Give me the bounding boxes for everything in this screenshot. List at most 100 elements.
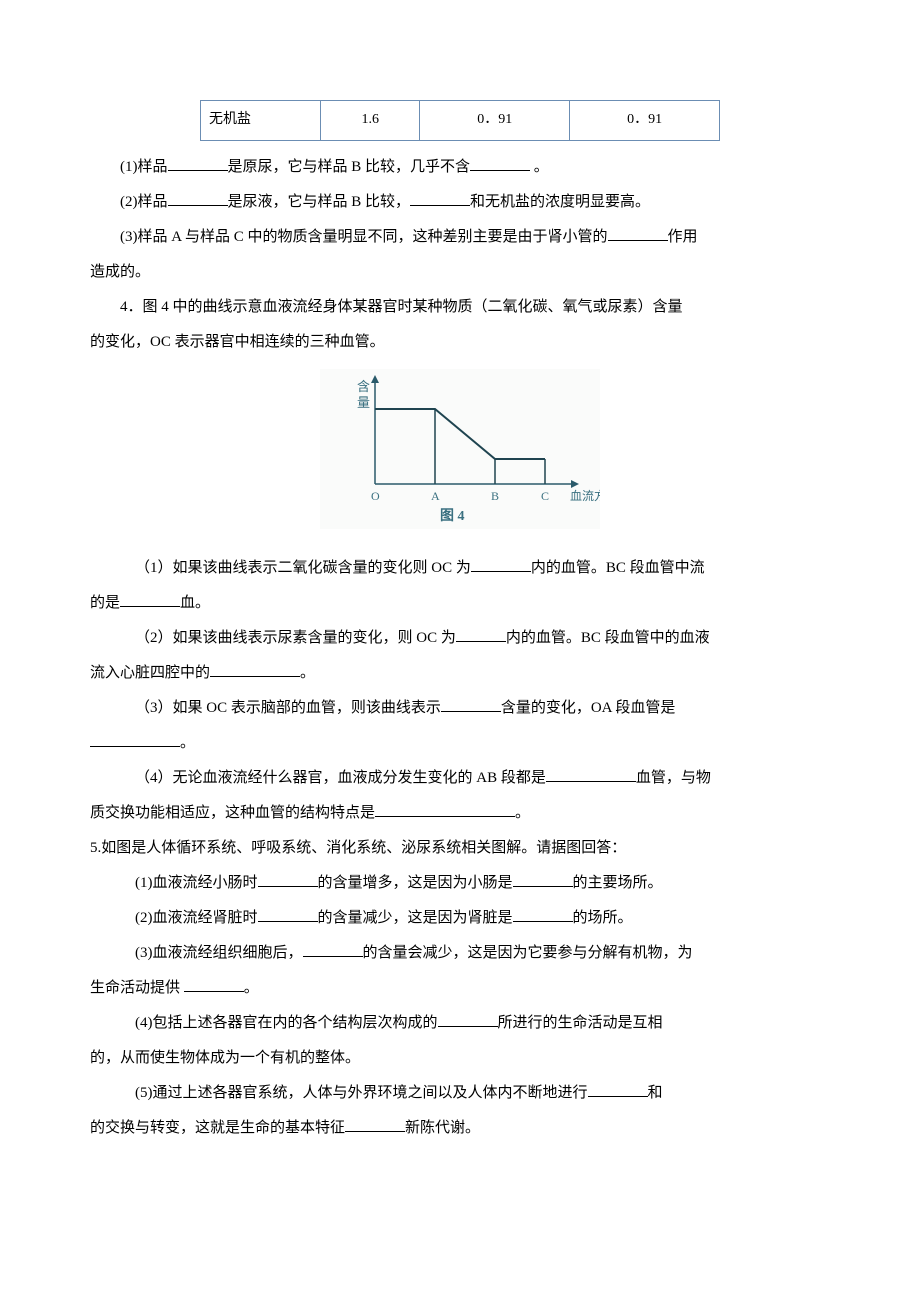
text: (1)血液流经小肠时	[135, 875, 258, 891]
svg-text:C: C	[541, 489, 549, 503]
blank-field	[168, 156, 228, 171]
blank-field	[513, 872, 573, 887]
text: 的场所。	[573, 910, 633, 926]
text: 血。	[180, 595, 210, 611]
blank-field	[441, 697, 501, 712]
question-5-4-cont: 的，从而使生物体成为一个有机的整体。	[90, 1042, 830, 1075]
text: 4．图 4 中的曲线示意血液流经身体某器官时某种物质（二氧化碳、氧气或尿素）含量	[120, 299, 683, 315]
text: 的含量会减少，这是因为它要参与分解有机物，为	[363, 945, 693, 961]
question-2: (2)样品是尿液，它与样品 B 比较，和无机盐的浓度明显要高。	[90, 186, 830, 219]
svg-text:量: 量	[357, 395, 370, 410]
blank-field	[90, 732, 180, 747]
text: (3)样品 A 与样品 C 中的物质含量明显不同，这种差别主要是由于肾小管的	[120, 229, 608, 245]
text: 血管，与物	[636, 770, 711, 786]
text: 新陈代谢。	[405, 1120, 480, 1136]
text: 的变化，OC 表示器官中相连续的三种血管。	[90, 334, 385, 350]
blank-field	[375, 802, 515, 817]
text: 作用	[668, 229, 698, 245]
text: (1)样品	[120, 159, 168, 175]
svg-text:图 4: 图 4	[440, 508, 465, 524]
question-4-3: （3）如果 OC 表示脑部的血管，则该曲线表示 含量的变化，OA 段血管是	[90, 692, 830, 725]
text: 。	[244, 980, 259, 996]
question-1: (1)样品 是原尿，它与样品 B 比较，几乎不含 。	[90, 151, 830, 184]
blank-field	[513, 907, 573, 922]
blank-field	[258, 872, 318, 887]
question-5-3: (3)血液流经组织细胞后， 的含量会减少，这是因为它要参与分解有机物，为	[90, 937, 830, 970]
blank-field	[456, 627, 506, 642]
blank-field	[168, 191, 228, 206]
cell-label: 无机盐	[201, 101, 321, 141]
text: 和无机盐的浓度明显要高。	[470, 194, 650, 210]
blank-field	[546, 767, 636, 782]
text: （4）无论血液流经什么器官，血液成分发生变化的 AB 段都是	[135, 770, 546, 786]
blank-field	[470, 156, 530, 171]
blank-field	[438, 1012, 498, 1027]
table-row: 无机盐 1.6 0．91 0．91	[201, 101, 720, 141]
question-4-3-cont: 。	[90, 727, 830, 760]
svg-text:血流方向: 血流方向	[570, 488, 600, 503]
question-3: (3)样品 A 与样品 C 中的物质含量明显不同，这种差别主要是由于肾小管的 作用	[90, 221, 830, 254]
text: 内的血管。BC 段血管中流	[531, 560, 705, 576]
text: 是原尿，它与样品 B 比较，几乎不含	[228, 159, 471, 175]
text: (5)通过上述各器官系统，人体与外界环境之间以及人体内不断地进行	[135, 1085, 588, 1101]
text: 。	[515, 805, 530, 821]
text: （2）如果该曲线表示尿素含量的变化，则 OC 为	[135, 630, 456, 646]
svg-text:B: B	[491, 489, 499, 503]
text: 的交换与转变，这就是生命的基本特征	[90, 1120, 345, 1136]
text: 所进行的生命活动是互相	[498, 1015, 663, 1031]
question-4-1: （1）如果该曲线表示二氧化碳含量的变化则 OC 为 内的血管。BC 段血管中流	[90, 552, 830, 585]
text: 5.如图是人体循环系统、呼吸系统、消化系统、泌尿系统相关图解。请据图回答：	[90, 840, 626, 856]
blank-field	[258, 907, 318, 922]
question-4-4: （4）无论血液流经什么器官，血液成分发生变化的 AB 段都是 血管，与物	[90, 762, 830, 795]
question-4-2: （2）如果该曲线表示尿素含量的变化，则 OC 为 内的血管。BC 段血管中的血液	[90, 622, 830, 655]
text: （1）如果该曲线表示二氧化碳含量的变化则 OC 为	[135, 560, 471, 576]
question-5-1: (1)血液流经小肠时的含量增多，这是因为小肠是的主要场所。	[90, 867, 830, 900]
question-5-5: (5)通过上述各器官系统，人体与外界环境之间以及人体内不断地进行 和	[90, 1077, 830, 1110]
blank-field	[120, 592, 180, 607]
question-4-intro: 4．图 4 中的曲线示意血液流经身体某器官时某种物质（二氧化碳、氧气或尿素）含量	[90, 291, 830, 324]
question-3-cont: 造成的。	[90, 256, 830, 289]
text: 的主要场所。	[573, 875, 663, 891]
question-4-1-cont: 的是 血。	[90, 587, 830, 620]
text: 内的血管。BC 段血管中的血液	[506, 630, 710, 646]
text: 流入心脏四腔中的	[90, 665, 210, 681]
question-5-5-cont: 的交换与转变，这就是生命的基本特征 新陈代谢。	[90, 1112, 830, 1145]
blank-field	[345, 1117, 405, 1132]
blank-field	[608, 226, 668, 241]
text: 。	[300, 665, 315, 681]
question-4-intro-cont: 的变化，OC 表示器官中相连续的三种血管。	[90, 326, 830, 359]
blank-field	[184, 977, 244, 992]
question-4-2-cont: 流入心脏四腔中的 。	[90, 657, 830, 690]
text: (2)血液流经肾脏时	[135, 910, 258, 926]
blank-field	[210, 662, 300, 677]
text: 的，从而使生物体成为一个有机的整体。	[90, 1050, 360, 1066]
text: 质交换功能相适应，这种血管的结构特点是	[90, 805, 375, 821]
text: 生命活动提供	[90, 980, 184, 996]
chart-svg: 含量 O A B C 血流方向图 4	[320, 369, 600, 529]
text: 。	[530, 159, 549, 175]
text: 造成的。	[90, 264, 150, 280]
svg-text:A: A	[431, 489, 440, 503]
blank-field	[588, 1082, 648, 1097]
figure-4: 含量 O A B C 血流方向图 4	[90, 369, 830, 542]
text: （3）如果 OC 表示脑部的血管，则该曲线表示	[135, 700, 441, 716]
cell-value: 0．91	[570, 101, 720, 141]
svg-text:O: O	[371, 489, 380, 503]
cell-value: 1.6	[321, 101, 420, 141]
question-5-2: (2)血液流经肾脏时 的含量减少，这是因为肾脏是 的场所。	[90, 902, 830, 935]
question-4-4-cont: 质交换功能相适应，这种血管的结构特点是 。	[90, 797, 830, 830]
text: 和	[648, 1085, 663, 1101]
text: 的含量减少，这是因为肾脏是	[318, 910, 513, 926]
question-5-4: (4)包括上述各器官在内的各个结构层次构成的所进行的生命活动是互相	[90, 1007, 830, 1040]
text: 含量的变化，OA 段血管是	[501, 700, 676, 716]
question-5-intro: 5.如图是人体循环系统、呼吸系统、消化系统、泌尿系统相关图解。请据图回答：	[90, 832, 830, 865]
blank-field	[303, 942, 363, 957]
data-table: 无机盐 1.6 0．91 0．91	[200, 100, 720, 141]
text: (3)血液流经组织细胞后，	[135, 945, 303, 961]
text: 的是	[90, 595, 120, 611]
text: 是尿液，它与样品 B 比较，	[228, 194, 411, 210]
cell-value: 0．91	[420, 101, 570, 141]
svg-text:含: 含	[357, 379, 370, 394]
text: 。	[180, 735, 195, 751]
blank-field	[471, 557, 531, 572]
